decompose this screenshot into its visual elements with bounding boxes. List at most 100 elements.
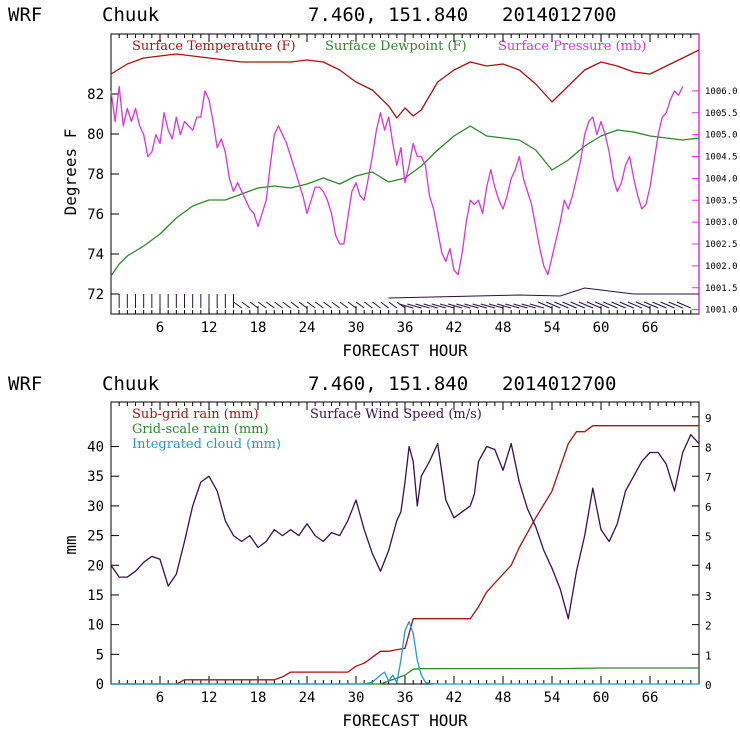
wind-barb xyxy=(315,301,324,309)
y2-tick-label: 1001.5 xyxy=(705,284,738,294)
sub-grid-rain-mm-line xyxy=(111,425,699,685)
wind-barb xyxy=(464,303,479,309)
y-tick-label: 10 xyxy=(87,618,104,634)
wind-barb xyxy=(660,301,675,309)
wind-barb xyxy=(290,301,300,309)
y2-tick-label: 1003.0 xyxy=(705,218,738,228)
y-tick-label: 80 xyxy=(87,127,104,143)
wind-barb xyxy=(233,301,242,309)
wind-barb xyxy=(505,303,520,309)
wind-barb xyxy=(431,303,446,309)
x-tick-label: 12 xyxy=(201,690,218,706)
wind-barb xyxy=(448,303,463,309)
integrated-cloud-mm-line xyxy=(111,621,699,685)
x-tick-label: 48 xyxy=(495,320,512,336)
temperature-pressure-panel: WRF Chuuk 7.460, 151.840 2014012700 Surf… xyxy=(8,4,738,360)
y-tick-label: 25 xyxy=(87,529,104,545)
wind-barb xyxy=(372,301,381,309)
wind-barb xyxy=(603,301,618,309)
x-tick-label: 66 xyxy=(642,320,659,336)
y-tick-label: 5 xyxy=(96,647,104,663)
plot-frame xyxy=(110,33,700,315)
wind-barb xyxy=(488,303,504,309)
wind-barb xyxy=(627,301,643,309)
x-tick-label: 36 xyxy=(397,690,414,706)
x-tick-label: 42 xyxy=(446,320,463,336)
header-station: Chuuk xyxy=(102,4,160,26)
legend-sub-grid-rain: Sub-grid rain (mm) xyxy=(132,407,259,422)
y2-tick-label: 1003.5 xyxy=(705,196,738,206)
x-axis-label: FORECAST HOUR xyxy=(342,711,468,730)
wind-barb xyxy=(298,301,308,309)
wind-barb xyxy=(274,301,283,309)
x-axis-label: FORECAST HOUR xyxy=(342,341,468,360)
wind-barb xyxy=(570,301,585,309)
x-tick-label: 54 xyxy=(544,320,561,336)
wind-barb xyxy=(339,301,349,309)
wind-barb xyxy=(399,303,414,309)
header-init-time: 2014012700 xyxy=(502,4,616,26)
y-tick-label: 78 xyxy=(87,167,104,183)
legend-surface-pressure: Surface Pressure (mb) xyxy=(498,39,646,54)
wind-barb xyxy=(537,301,553,309)
x-tick-label: 6 xyxy=(156,690,164,706)
y-tick-label: 72 xyxy=(87,287,104,303)
y2-tick-label: 0 xyxy=(705,679,712,692)
x-tick-label: 18 xyxy=(250,320,267,336)
wind-barb xyxy=(472,303,487,309)
wind-barb xyxy=(545,301,561,309)
x-tick-label: 66 xyxy=(642,690,659,706)
y-tick-label: 82 xyxy=(87,87,104,103)
y2-tick-label: 1006.0 xyxy=(705,87,738,97)
header-station: Chuuk xyxy=(102,373,160,395)
y-axis-label: mm xyxy=(61,535,80,554)
y2-tick-label: 7 xyxy=(705,471,712,484)
wind-barb xyxy=(594,301,610,309)
y2-tick-label: 8 xyxy=(705,442,712,455)
wind-barb xyxy=(439,303,455,309)
y-tick-label: 40 xyxy=(87,440,104,456)
y2-tick-label: 9 xyxy=(705,412,712,425)
wind-barb xyxy=(282,301,291,309)
legend-integrated-cloud: Integrated cloud (mm) xyxy=(132,437,281,452)
wind-barb xyxy=(578,301,594,309)
header-model: WRF xyxy=(8,373,42,395)
wind-barb xyxy=(635,301,651,309)
wind-barb xyxy=(456,303,471,309)
wind-barb xyxy=(652,301,667,309)
y2-tick-label: 1001.0 xyxy=(705,306,738,316)
y2-tick-label: 5 xyxy=(705,531,712,544)
wind-barb xyxy=(586,301,602,309)
surface-wind-speed-m-s-line xyxy=(110,434,700,620)
header-coords: 7.460, 151.840 xyxy=(308,373,468,395)
wind-barb xyxy=(562,301,577,309)
x-tick-label: 24 xyxy=(299,690,316,706)
x-tick-label: 60 xyxy=(593,320,610,336)
y2-tick-label: 1004.0 xyxy=(705,174,738,184)
y-tick-label: 0 xyxy=(96,677,104,693)
wind-barb xyxy=(668,301,683,309)
wind-barb xyxy=(415,303,430,309)
wind-barb xyxy=(611,301,626,309)
x-tick-label: 42 xyxy=(446,690,463,706)
wind-barb xyxy=(355,301,365,309)
header-coords: 7.460, 151.840 xyxy=(308,4,468,26)
y-tick-label: 76 xyxy=(87,207,104,223)
surface-pressure-mb-line xyxy=(110,85,684,276)
y2-tick-label: 1 xyxy=(705,649,712,662)
wind-barb xyxy=(380,301,389,309)
wind-barb xyxy=(480,303,495,309)
x-tick-label: 48 xyxy=(495,690,512,706)
y2-tick-label: 4 xyxy=(705,560,712,573)
y-axis-label: Degrees F xyxy=(61,129,80,216)
y2-tick-label: 2 xyxy=(705,620,712,633)
y-tick-label: 30 xyxy=(87,499,104,515)
legend-grid-scale-rain: Grid-scale rain (mm) xyxy=(132,422,269,437)
wind-barb xyxy=(323,301,332,309)
wind-barb xyxy=(241,301,251,309)
x-tick-label: 36 xyxy=(397,320,414,336)
x-tick-label: 60 xyxy=(593,690,610,706)
wind-barb-line xyxy=(388,287,699,299)
legend-surface-dewpoint: Surface Dewpoint (F) xyxy=(325,39,467,54)
